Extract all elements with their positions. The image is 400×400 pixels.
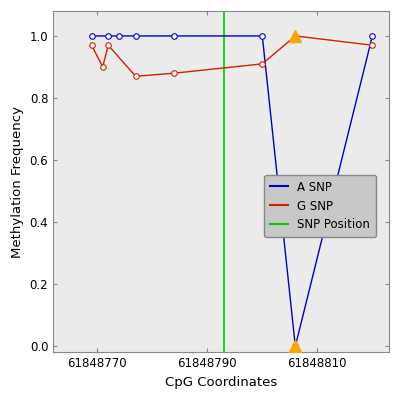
Legend: A SNP, G SNP, SNP Position: A SNP, G SNP, SNP Position xyxy=(264,175,376,237)
Y-axis label: Methylation Frequency: Methylation Frequency xyxy=(11,106,24,258)
X-axis label: CpG Coordinates: CpG Coordinates xyxy=(165,376,277,389)
